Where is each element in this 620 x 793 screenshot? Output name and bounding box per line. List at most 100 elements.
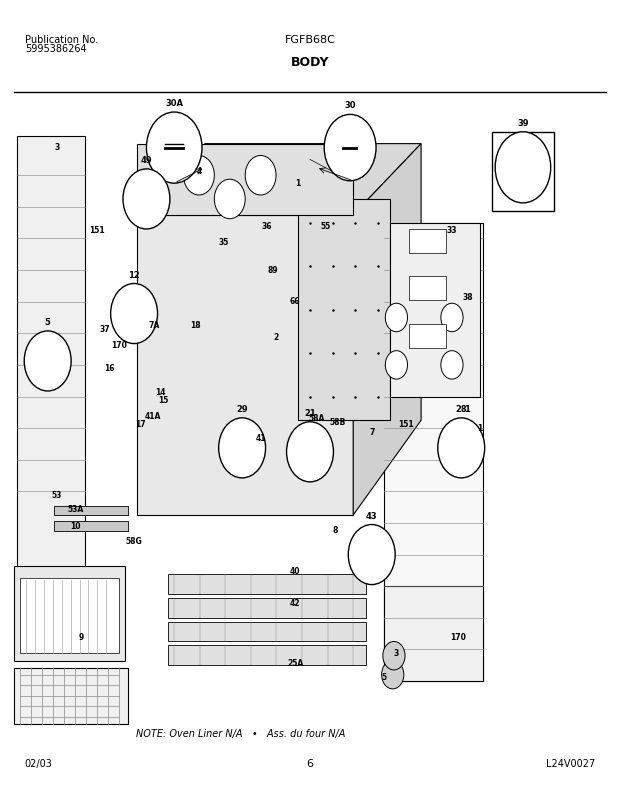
FancyBboxPatch shape [409, 277, 446, 300]
Text: 14: 14 [156, 388, 166, 397]
Text: 1: 1 [464, 405, 470, 414]
Text: 5995386264: 5995386264 [25, 44, 86, 55]
Text: 5: 5 [381, 672, 387, 681]
Text: 39: 39 [517, 119, 529, 128]
Text: 33: 33 [447, 226, 457, 235]
Text: 43: 43 [366, 511, 378, 520]
FancyBboxPatch shape [409, 324, 446, 347]
FancyBboxPatch shape [17, 136, 85, 570]
Circle shape [37, 347, 59, 375]
Text: 17: 17 [135, 419, 146, 429]
FancyBboxPatch shape [168, 646, 366, 665]
Text: 29: 29 [236, 405, 248, 414]
FancyBboxPatch shape [137, 144, 353, 215]
Text: 42: 42 [290, 599, 300, 608]
Circle shape [219, 418, 265, 478]
Text: 02/03: 02/03 [25, 759, 53, 769]
Text: 89: 89 [268, 266, 278, 274]
Text: 18: 18 [190, 321, 201, 330]
FancyBboxPatch shape [54, 521, 128, 531]
FancyBboxPatch shape [409, 229, 446, 253]
Circle shape [381, 661, 404, 689]
Text: 53A: 53A [68, 505, 84, 514]
Text: 55: 55 [321, 222, 330, 231]
Polygon shape [353, 144, 421, 515]
Text: 2: 2 [273, 333, 278, 342]
Text: 10: 10 [70, 523, 81, 531]
Text: 15: 15 [159, 396, 169, 405]
Text: 41: 41 [255, 434, 266, 442]
Circle shape [438, 418, 485, 478]
Circle shape [184, 155, 215, 195]
FancyBboxPatch shape [14, 668, 128, 725]
Circle shape [215, 179, 245, 219]
Circle shape [146, 112, 202, 183]
Circle shape [286, 422, 334, 482]
Text: 28: 28 [456, 405, 467, 414]
Polygon shape [137, 144, 421, 215]
Circle shape [495, 132, 551, 203]
Text: 4: 4 [197, 167, 202, 176]
Text: 151: 151 [89, 226, 105, 235]
Text: 58G: 58G [126, 537, 143, 546]
Text: 8: 8 [332, 527, 337, 535]
Text: 58A: 58A [308, 414, 324, 423]
Text: 49: 49 [141, 156, 153, 165]
Circle shape [110, 284, 157, 343]
Text: L24V0027: L24V0027 [546, 759, 595, 769]
Text: BODY: BODY [291, 56, 329, 68]
FancyBboxPatch shape [390, 223, 480, 396]
Text: 12: 12 [128, 270, 140, 280]
Circle shape [24, 331, 71, 391]
Text: FGFB68C: FGFB68C [285, 35, 335, 45]
Text: 151: 151 [398, 419, 414, 429]
Text: 25A: 25A [288, 659, 304, 668]
Text: 30A: 30A [165, 99, 184, 108]
Text: 9: 9 [79, 633, 84, 642]
FancyBboxPatch shape [54, 506, 128, 515]
Text: 58B: 58B [330, 418, 346, 427]
FancyBboxPatch shape [168, 598, 366, 618]
FancyBboxPatch shape [384, 586, 483, 681]
Text: 41A: 41A [144, 412, 161, 421]
FancyBboxPatch shape [168, 622, 366, 642]
Circle shape [348, 524, 395, 584]
Text: Publication No.: Publication No. [25, 35, 98, 45]
Text: 30: 30 [344, 102, 356, 110]
Text: 6: 6 [306, 759, 314, 769]
FancyBboxPatch shape [492, 132, 554, 211]
Circle shape [441, 351, 463, 379]
Text: 40: 40 [290, 568, 300, 577]
Text: NOTE: Oven Liner N/A   •   Ass. du four N/A: NOTE: Oven Liner N/A • Ass. du four N/A [136, 729, 346, 739]
FancyBboxPatch shape [20, 578, 118, 653]
Text: 16: 16 [104, 364, 115, 374]
Circle shape [123, 169, 170, 229]
Text: 170: 170 [450, 633, 466, 642]
FancyBboxPatch shape [14, 566, 125, 661]
Circle shape [383, 642, 405, 670]
FancyBboxPatch shape [137, 215, 353, 515]
Circle shape [385, 351, 407, 379]
Text: 5: 5 [45, 318, 51, 327]
Text: 35: 35 [218, 238, 229, 247]
Circle shape [324, 114, 376, 181]
Text: 1: 1 [295, 178, 300, 188]
Text: 1: 1 [477, 423, 482, 433]
Text: 37: 37 [100, 325, 110, 334]
Text: 7A: 7A [149, 321, 160, 330]
Text: 21: 21 [304, 409, 316, 418]
Text: 66: 66 [290, 297, 300, 306]
Circle shape [385, 303, 407, 331]
Circle shape [245, 155, 276, 195]
Text: 53: 53 [51, 491, 62, 500]
Text: 38: 38 [462, 293, 472, 302]
Text: 170: 170 [111, 341, 126, 350]
FancyBboxPatch shape [384, 223, 483, 681]
Text: 3: 3 [55, 143, 60, 152]
Text: 3: 3 [394, 649, 399, 658]
FancyBboxPatch shape [298, 199, 390, 420]
Circle shape [441, 303, 463, 331]
Text: 36: 36 [262, 222, 272, 231]
Text: 7: 7 [369, 427, 374, 437]
FancyBboxPatch shape [168, 574, 366, 594]
